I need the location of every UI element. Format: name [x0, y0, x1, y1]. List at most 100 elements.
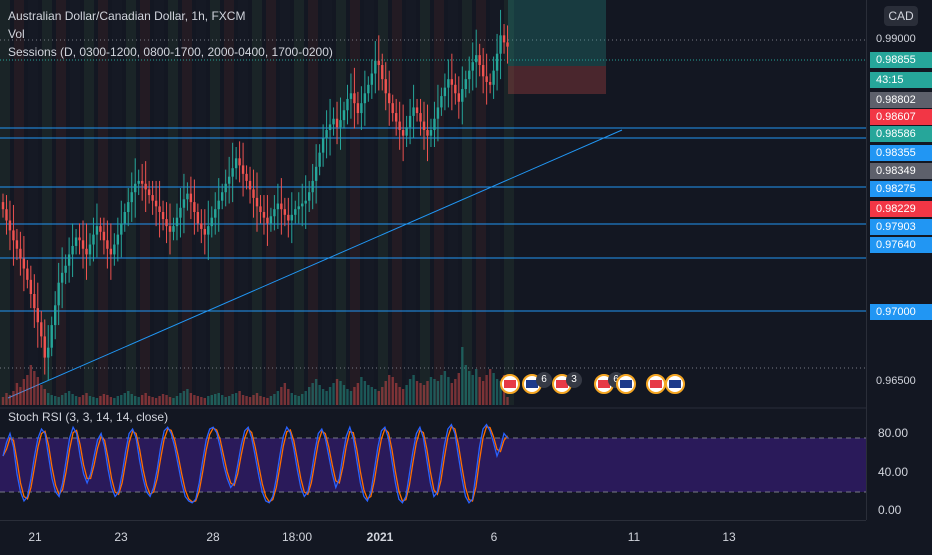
candle-body — [342, 110, 346, 121]
candle-body — [412, 107, 415, 116]
volume-bar — [461, 347, 464, 405]
stoch-k-line — [2, 423, 509, 504]
canada-flag-icon[interactable] — [646, 374, 666, 394]
candle-body — [321, 138, 325, 153]
volume-bar — [415, 381, 419, 405]
volume-bar — [168, 397, 172, 405]
price-label: 0.97000 — [870, 304, 932, 320]
candle-body — [74, 237, 78, 246]
volume-bar — [391, 377, 394, 405]
canada-flag-icon[interactable] — [500, 374, 520, 394]
volume-bar — [109, 397, 113, 405]
volume-bar — [144, 393, 147, 405]
candle-body — [102, 231, 106, 241]
candle-body — [346, 98, 349, 111]
candle-body — [468, 70, 471, 80]
event-count-badge[interactable]: 6 — [536, 372, 552, 388]
volume-bar — [332, 383, 335, 405]
volume-bar — [88, 396, 92, 405]
session-band — [168, 0, 178, 405]
candle-body — [238, 158, 241, 166]
candle-body — [422, 121, 426, 131]
candle-body — [502, 35, 506, 43]
australia-flag-icon[interactable] — [616, 374, 636, 394]
candle-body — [478, 55, 481, 66]
volume-bar — [95, 398, 99, 405]
candle-body — [377, 60, 380, 66]
event-count-badge[interactable]: 3 — [566, 372, 582, 388]
volume-bar — [349, 391, 353, 405]
volume-bar — [433, 379, 436, 405]
volume-bar — [186, 389, 189, 405]
flag-shape — [620, 380, 632, 388]
candle-body — [252, 189, 255, 198]
volume-bar — [314, 379, 318, 405]
volume-bar — [147, 396, 151, 405]
price-label: 0.98586 — [870, 126, 932, 142]
candle-body — [130, 192, 133, 203]
volume-bar — [224, 397, 227, 405]
volume-bar — [464, 365, 467, 405]
volume-bar — [175, 396, 179, 405]
candle-body — [384, 79, 387, 94]
volume-bar — [273, 394, 276, 405]
session-band — [462, 0, 472, 405]
candle-body — [419, 113, 422, 122]
currency-badge[interactable]: CAD — [884, 6, 918, 26]
session-band — [504, 0, 514, 405]
volume-bar — [318, 385, 321, 405]
candle-body — [461, 89, 464, 102]
session-band — [448, 0, 458, 405]
session-band — [154, 0, 164, 405]
volume-bar — [26, 375, 29, 405]
candle-body — [259, 206, 262, 213]
volume-bar — [346, 389, 349, 405]
candle-body — [307, 192, 311, 201]
candle-body — [394, 113, 398, 122]
candle-body — [147, 189, 151, 196]
time-label: 21 — [28, 530, 42, 544]
candle-body — [161, 212, 165, 220]
flag-shape — [556, 380, 568, 388]
volume-bar — [454, 379, 457, 405]
session-band — [378, 0, 388, 405]
candle-body — [464, 79, 467, 90]
volume-bar — [78, 397, 81, 405]
volume-bar — [207, 396, 210, 405]
volume-bar — [92, 397, 95, 405]
volume-bar — [311, 383, 314, 405]
candle-body — [140, 180, 144, 184]
candle-body — [374, 60, 377, 74]
volume-bar — [401, 389, 405, 405]
time-label: 23 — [114, 530, 128, 544]
time-label: 11 — [627, 530, 641, 544]
candle-body — [433, 118, 436, 131]
stoch-axis-label: 0.00 — [878, 503, 902, 517]
australia-flag-icon[interactable] — [665, 374, 685, 394]
candle-body — [179, 207, 182, 218]
price-label: 0.98275 — [870, 181, 932, 197]
volume-bar — [287, 389, 290, 405]
candle-body — [50, 325, 53, 348]
time-axis[interactable] — [0, 520, 866, 551]
volume-bar — [127, 391, 130, 405]
volume-bar — [457, 373, 461, 405]
candle-body — [311, 180, 314, 193]
candle-body — [88, 244, 92, 255]
volume-bar — [325, 391, 328, 405]
candle-body — [388, 93, 391, 104]
volume-bar — [245, 396, 248, 405]
volume-bar — [450, 383, 454, 405]
volume-bar — [200, 397, 203, 405]
candle-body — [367, 84, 370, 94]
volume-bar — [297, 396, 300, 405]
candle-body — [92, 234, 95, 245]
volume-bar — [377, 391, 380, 405]
volume-bar — [436, 381, 440, 405]
time-label: 28 — [206, 530, 220, 544]
candle-body — [116, 234, 120, 245]
volume-bar — [221, 395, 224, 405]
volume-bar — [231, 394, 234, 405]
